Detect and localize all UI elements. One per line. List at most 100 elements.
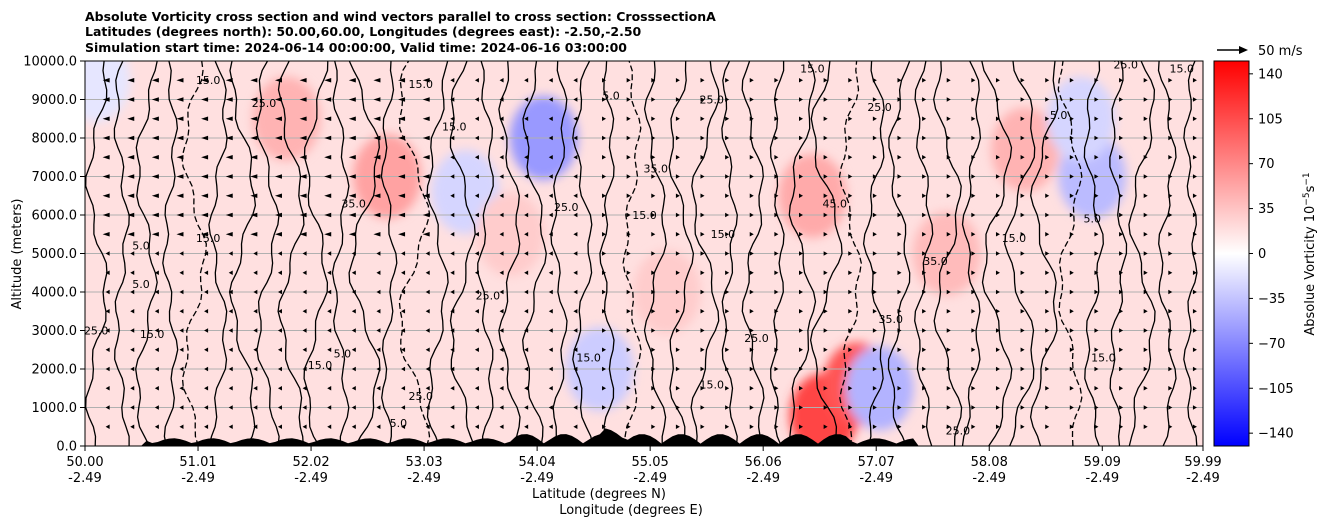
wind-vector-364 (548, 366, 553, 372)
wind-vector-321 (474, 97, 479, 102)
wind-vector-289 (450, 347, 455, 352)
wind-vector-626 (872, 78, 877, 83)
wind-vector-834 (1143, 97, 1148, 102)
wind-vector-460 (675, 347, 680, 352)
wind-vector-442 (651, 328, 656, 333)
wind-vector-677 (946, 193, 951, 198)
x-axis-label-lat: Latitude (degrees N) (532, 487, 666, 502)
wind-vector-258 (398, 212, 406, 218)
wind-vector-306 (474, 386, 479, 391)
contour-line-15 (449, 61, 476, 446)
contour-line-43 (1128, 61, 1156, 446)
wind-vector-790 (1094, 212, 1099, 218)
wind-vector-342 (524, 424, 529, 429)
wind-vector-841 (1168, 328, 1173, 333)
wind-vector-692 (971, 270, 976, 275)
wind-vector-536 (774, 347, 779, 352)
wind-vector-554 (798, 366, 803, 372)
wind-vector-120 (228, 309, 233, 314)
wind-vector-783 (1094, 347, 1099, 352)
contour-line-29 (788, 61, 817, 446)
wind-vector-275 (425, 251, 430, 256)
wind-vector-788 (1094, 251, 1099, 256)
contour-label-27: 45.0 (823, 197, 848, 210)
wind-vector-25 (105, 309, 110, 314)
wind-vector-589 (848, 424, 853, 429)
contour-line-33 (887, 61, 911, 446)
wind-vector-209 (351, 424, 356, 429)
wind-vector-403 (602, 347, 607, 352)
contour-line-10 (331, 61, 350, 446)
contour-line-31 (838, 61, 862, 446)
wind-vector-488 (700, 174, 705, 179)
wind-vector-766 (1069, 309, 1074, 314)
wind-vector-739 (1020, 97, 1025, 102)
wind-vector-518 (749, 328, 754, 333)
wind-vector-215 (351, 309, 356, 314)
wind-vector-163 (274, 212, 282, 218)
wind-vector-359 (524, 97, 529, 102)
wind-vector-44 (130, 309, 135, 314)
y-axis-label: Altitude (meters) (10, 199, 25, 310)
wind-vector-501 (725, 289, 730, 295)
wind-vector-404 (602, 328, 607, 333)
wind-vector-671 (946, 309, 951, 314)
wind-vector-20 (105, 405, 110, 410)
wind-vector-469 (675, 174, 680, 179)
wind-vector-54 (127, 116, 135, 121)
wind-vector-728 (1020, 309, 1025, 314)
wind-vector-767 (1069, 289, 1074, 295)
wind-vector-622 (872, 155, 877, 160)
wind-vector-724 (1020, 386, 1025, 391)
wind-vector-434 (626, 116, 631, 121)
wind-vector-609 (872, 405, 877, 410)
wind-vector-30 (102, 212, 110, 218)
x-tick-lat-2: 52.02 (292, 455, 329, 470)
wind-vector-658 (922, 193, 927, 198)
wind-vector-445 (651, 270, 656, 275)
wind-vector-770 (1069, 232, 1074, 237)
x-tick-lat-3: 53.03 (405, 455, 442, 470)
contour-line-5 (208, 61, 228, 446)
wind-vector-85 (179, 251, 184, 256)
wind-vector-400 (602, 405, 607, 410)
wind-vector-94 (176, 78, 184, 83)
colorbar-tick-label-0: 140 (1258, 67, 1283, 82)
wind-vector-837 (1168, 405, 1173, 410)
wind-vector-424 (626, 309, 631, 314)
wind-vector-145 (250, 193, 258, 198)
wind-vector-856 (1192, 405, 1197, 410)
wind-vector-57 (154, 424, 159, 429)
wind-vector-836 (1168, 424, 1173, 429)
wind-vector-749 (1045, 270, 1050, 275)
wind-vector-553 (798, 386, 803, 391)
wind-vector-412 (602, 174, 607, 179)
wind-vector-87 (176, 212, 184, 218)
wind-vector-350 (524, 270, 529, 275)
wind-vector-608 (872, 424, 877, 429)
wind-vector-428 (626, 232, 631, 237)
contour-line-21 (599, 61, 615, 446)
wind-vector-326 (499, 366, 504, 372)
wind-vector-41 (130, 366, 135, 372)
colorbar-tick-label-4: 0 (1258, 247, 1266, 262)
wind-vector-284 (422, 78, 430, 83)
contour-label-8: 35.0 (341, 197, 366, 210)
wind-vector-280 (422, 155, 430, 160)
wind-vector-189 (299, 78, 307, 83)
wind-vector-732 (1020, 232, 1025, 237)
wind-vector-541 (774, 251, 779, 256)
wind-vector-669 (946, 347, 951, 352)
wind-vector-703 (995, 424, 1000, 429)
wind-vector-98 (204, 366, 209, 372)
wind-vector-552 (798, 405, 803, 410)
wind-vector-172 (302, 405, 307, 410)
wind-vector-751 (1045, 232, 1050, 237)
wind-vector-408 (602, 251, 607, 256)
wind-vector-127 (225, 174, 233, 179)
wind-vector-603 (848, 155, 853, 160)
wind-vector-558 (798, 289, 803, 295)
wind-vector-118 (228, 347, 233, 352)
wind-vector-194 (327, 347, 332, 352)
